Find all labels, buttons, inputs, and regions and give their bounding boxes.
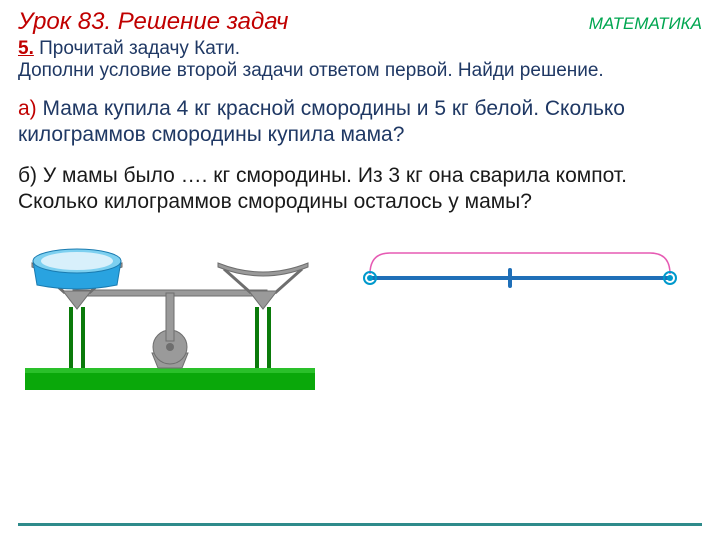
lesson-title: Урок 83. Решение задач <box>18 8 288 36</box>
task-prompt: Прочитай задачу Кати. <box>39 38 240 59</box>
problem-a: а) Мама купила 4 кг красной смородины и … <box>0 88 720 153</box>
subject-label: МАТЕМАТИКА <box>589 14 702 34</box>
task-number: 5. <box>18 38 34 59</box>
illustration-area <box>0 223 720 423</box>
problem-b: б) У мамы было …. кг смородины. Из 3 кг … <box>0 153 720 220</box>
problem-a-letter: а) <box>18 97 37 120</box>
number-line-diagram <box>0 223 720 343</box>
problem-a-text: Мама купила 4 кг красной смородины и 5 к… <box>18 97 625 146</box>
task-line: 5. Прочитай задачу Кати. <box>0 38 720 60</box>
footer-line <box>18 523 702 526</box>
instruction-text: Дополни условие второй задачи ответом пе… <box>0 60 720 88</box>
